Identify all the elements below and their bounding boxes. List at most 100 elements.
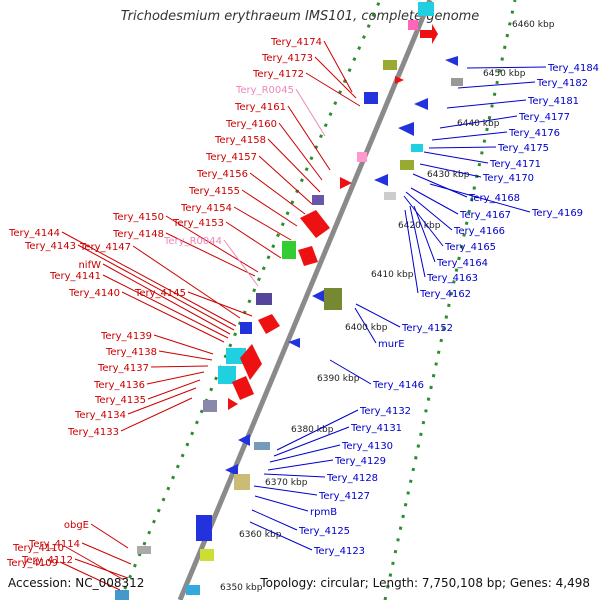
- leader-line: [431, 131, 508, 141]
- leader-line: [150, 365, 209, 368]
- plus-gene-label: Tery_4174: [270, 37, 322, 48]
- outer-track-left: [118, 0, 382, 600]
- minus-gene-label: Tery_4181: [527, 96, 579, 107]
- leader-line: [355, 303, 401, 328]
- leader-line: [127, 387, 197, 415]
- leader-line: [446, 99, 527, 109]
- ruler-label: 6430 kbp: [427, 170, 470, 180]
- plus-gene-label: Tery_4173: [261, 53, 313, 64]
- leader-line: [102, 263, 231, 335]
- minus-gene-label: Tery_4182: [536, 78, 588, 89]
- gene-box: [218, 366, 236, 384]
- gene-box: [240, 322, 252, 334]
- plus-gene-label: Tery_4172: [252, 69, 304, 80]
- plus-gene-label: Tery_4143: [24, 241, 76, 252]
- minus-gene-label: Tery_4129: [334, 456, 386, 467]
- accession-text: Accession: NC_008312: [8, 576, 145, 590]
- leader-line: [278, 122, 323, 181]
- minus-strand-features: [186, 56, 463, 595]
- gene-box: [256, 293, 272, 305]
- leader-line: [405, 191, 453, 231]
- minus-gene-labels: Tery_4184 Tery_4182 Tery_4181 Tery_4177 Tery…: [249, 63, 599, 557]
- gene-arrow: [312, 290, 324, 302]
- topology-text: Topology: circular; Length: 7,750,108 bp…: [260, 576, 590, 590]
- leader-line: [276, 409, 359, 451]
- plus-gene-label: Tery_4156: [196, 169, 248, 180]
- leader-line: [429, 183, 531, 213]
- minus-gene-label: Tery_4146: [372, 380, 424, 391]
- leader-line: [305, 72, 361, 107]
- minus-gene-label: Tery_4170: [482, 173, 534, 184]
- plus-gene-labels: Tery_4174 Tery_4173 Tery_4172 Tery_R0045 Ter…: [6, 37, 361, 591]
- plus-gene-label: Tery_4114: [28, 539, 80, 550]
- plus-gene-label: Tery_4137: [97, 363, 149, 374]
- leader-line: [263, 473, 326, 478]
- leader-line: [258, 155, 313, 205]
- gene-arrow: [238, 434, 250, 446]
- gene-box: [418, 2, 434, 16]
- ruler-track: [383, 0, 517, 600]
- leader-line: [466, 66, 547, 69]
- minus-gene-label: Tery_4176: [508, 128, 560, 139]
- minus-gene-label: Tery_4125: [298, 526, 350, 537]
- leader-line: [187, 291, 253, 317]
- gene-box: [400, 160, 414, 170]
- leader-line: [249, 172, 306, 215]
- minus-gene-label: Tery_4130: [341, 441, 393, 452]
- leader-line: [287, 105, 331, 171]
- leader-line: [403, 195, 444, 247]
- plus-gene-label: Tery_4157: [205, 152, 257, 163]
- gene-box: [383, 60, 397, 70]
- gene-arrow: [420, 24, 438, 44]
- plus-gene-label: Tery_R0045: [235, 85, 294, 96]
- leader-line: [223, 239, 259, 287]
- gene-box: [115, 590, 129, 600]
- gene-arrow: [232, 376, 254, 400]
- plus-gene-label: Tery_4112: [21, 555, 73, 566]
- leader-line: [439, 115, 518, 129]
- leader-line: [323, 40, 353, 93]
- plus-gene-label: Tery_4155: [188, 186, 240, 197]
- gene-arrow: [228, 398, 238, 410]
- gene-box: [203, 400, 217, 412]
- minus-gene-label: murE: [378, 339, 405, 350]
- gene-arrow: [445, 56, 458, 66]
- leader-line: [254, 495, 309, 512]
- gene-arrow: [225, 464, 238, 476]
- leader-line: [61, 231, 237, 327]
- plus-gene-label: Tery_4134: [74, 410, 126, 421]
- gene-box: [451, 78, 463, 86]
- leader-line: [120, 397, 193, 432]
- leader-line: [153, 334, 214, 355]
- gene-box: [312, 195, 324, 205]
- leader-line: [77, 244, 235, 331]
- leader-line: [404, 209, 419, 294]
- minus-gene-label: Tery_4132: [359, 406, 411, 417]
- plus-gene-label: Tery_4110: [12, 543, 64, 554]
- leader-line: [267, 459, 334, 471]
- minus-gene-label: Tery_4171: [489, 159, 541, 170]
- minus-gene-label: Tery_4123: [313, 546, 365, 557]
- plus-gene-label: Tery_4133: [67, 427, 119, 438]
- ruler-label: 6460 kbp: [512, 20, 555, 30]
- ruler-label: 6350 kbp: [220, 583, 263, 593]
- minus-gene-label: Tery_4127: [318, 491, 370, 502]
- minus-gene-label: Tery_4163: [426, 273, 478, 284]
- minus-gene-label: Tery_4131: [350, 423, 402, 434]
- plus-strand-features: [115, 2, 438, 600]
- gene-arrow: [288, 338, 300, 348]
- minus-gene-label: Tery_4175: [497, 143, 549, 154]
- leader-line: [249, 521, 313, 551]
- plus-gene-label: Tery_4154: [180, 203, 232, 214]
- minus-gene-label: Tery_4152: [401, 323, 453, 334]
- leader-line: [241, 189, 298, 227]
- leader-line: [253, 485, 318, 496]
- leader-line: [165, 215, 259, 273]
- gene-box: [137, 546, 151, 554]
- plus-gene-label: Tery_4158: [214, 135, 266, 146]
- leader-line: [412, 173, 468, 198]
- plus-gene-label: Tery_4138: [105, 347, 157, 358]
- ruler-label: 6370 kbp: [265, 478, 308, 488]
- leader-line: [74, 558, 129, 579]
